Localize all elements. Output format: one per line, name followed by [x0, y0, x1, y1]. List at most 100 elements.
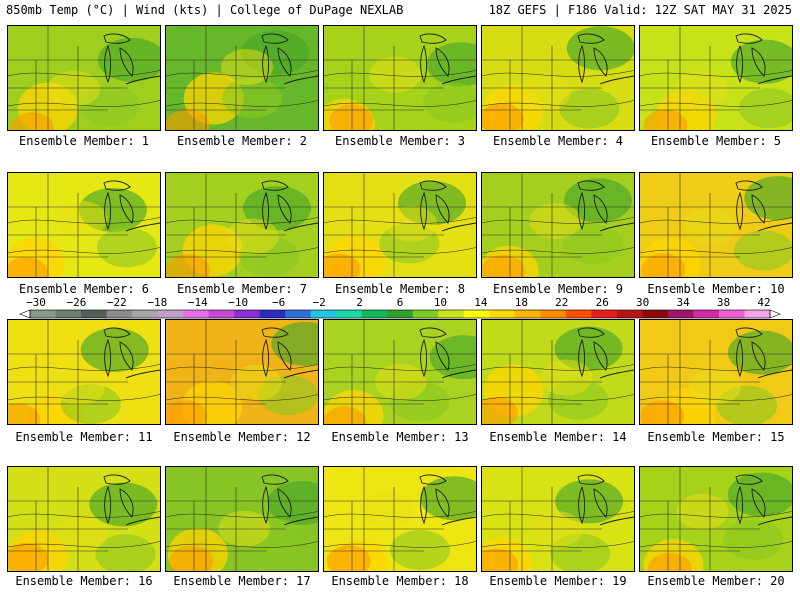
colorbar-swatch: [565, 310, 592, 318]
ensemble-member-label: Ensemble Member: 20: [647, 574, 785, 588]
colorbar-tick-label: 6: [396, 296, 404, 309]
colorbar-high-arrow: [769, 309, 781, 319]
colorbar-tick-label: 42: [757, 296, 771, 309]
colorbar-swatch: [30, 310, 57, 318]
colorbar-swatch: [489, 310, 516, 318]
colorbar-tick-label: 18: [514, 296, 528, 309]
colorbar-swatch: [183, 310, 210, 318]
ensemble-member-label: Ensemble Member: 15: [647, 430, 785, 444]
colorbar-swatch: [132, 310, 159, 318]
temperature-field: [640, 467, 792, 571]
ensemble-member-label: Ensemble Member: 8: [334, 282, 466, 296]
temperature-field: [482, 467, 634, 571]
ensemble-member-label: Ensemble Member: 10: [647, 282, 785, 296]
ensemble-map-17: [165, 466, 319, 572]
colorbar-tick-label: 30: [636, 296, 650, 309]
ensemble-member-label: Ensemble Member: 6: [18, 282, 150, 296]
ensemble-member-label: Ensemble Member: 18: [331, 574, 469, 588]
ensemble-member-label: Ensemble Member: 19: [489, 574, 627, 588]
ensemble-member-label: Ensemble Member: 5: [650, 134, 782, 148]
ensemble-map-15: [639, 319, 793, 425]
temperature-field: [482, 173, 634, 277]
colorbar-tick-label: −10: [228, 296, 249, 309]
temperature-field: [324, 26, 476, 130]
colorbar-swatch: [438, 310, 465, 318]
ensemble-member-label: Ensemble Member: 4: [492, 134, 624, 148]
colorbar-swatch: [540, 310, 567, 318]
ensemble-map-10: [639, 172, 793, 278]
colorbar-swatch: [718, 310, 745, 318]
colorbar-tick-label: −14: [187, 296, 208, 309]
ensemble-member-label: Ensemble Member: 16: [15, 574, 153, 588]
colorbar-tick-label: 22: [555, 296, 569, 309]
colorbar-swatch: [81, 310, 108, 318]
temperature-field: [640, 26, 792, 130]
ensemble-map-20: [639, 466, 793, 572]
colorbar-swatch: [667, 310, 694, 318]
ensemble-map-6: [7, 172, 161, 278]
ensemble-map-12: [165, 319, 319, 425]
colorbar-swatch: [591, 310, 618, 318]
ensemble-map-1: [7, 25, 161, 131]
ensemble-member-label: Ensemble Member: 11: [15, 430, 153, 444]
colorbar-tick-label: 14: [474, 296, 488, 309]
ensemble-map-13: [323, 319, 477, 425]
temperature-field: [324, 173, 476, 277]
colorbar-swatch: [387, 310, 414, 318]
colorbar-swatch: [642, 310, 669, 318]
colorbar-tick-label: −6: [272, 296, 286, 309]
temperature-colorbar: [19, 309, 781, 319]
temperature-field: [482, 320, 634, 424]
colorbar-tick-label: 26: [595, 296, 609, 309]
colorbar-swatch: [157, 310, 184, 318]
ensemble-map-2: [165, 25, 319, 131]
colorbar-tick-label: 34: [676, 296, 690, 309]
ensemble-member-label: Ensemble Member: 17: [173, 574, 311, 588]
temperature-field: [166, 26, 318, 130]
colorbar-swatch: [463, 310, 490, 318]
colorbar-tick-label: −30: [26, 296, 46, 309]
colorbar-tick-label: −22: [106, 296, 127, 309]
ensemble-member-label: Ensemble Member: 13: [331, 430, 469, 444]
ensemble-map-3: [323, 25, 477, 131]
colorbar-tick-label: −2: [312, 296, 326, 309]
ensemble-member-label: Ensemble Member: 7: [176, 282, 308, 296]
colorbar-tick-label: 10: [433, 296, 448, 309]
colorbar-tick-label: 38: [716, 296, 731, 309]
temperature-field: [166, 173, 318, 277]
colorbar-tick-label: 2: [356, 296, 363, 309]
model-run-info: 18Z GEFS | F186 Valid: 12Z SAT MAY 31 20…: [488, 3, 792, 17]
temperature-field: [8, 467, 160, 571]
temperature-field: [8, 26, 160, 130]
ensemble-map-5: [639, 25, 793, 131]
ensemble-map-8: [323, 172, 477, 278]
ensemble-map-4: [481, 25, 635, 131]
colorbar-tick-label: −26: [66, 296, 87, 309]
colorbar-swatch: [234, 310, 261, 318]
ensemble-map-7: [165, 172, 319, 278]
temperature-field: [166, 320, 318, 424]
temperature-field: [640, 320, 792, 424]
map-title: 850mb Temp (°C) | Wind (kts) | College o…: [6, 3, 404, 17]
temperature-field: [640, 173, 792, 277]
ensemble-member-label: Ensemble Member: 14: [489, 430, 627, 444]
temperature-field: [482, 26, 634, 130]
colorbar-swatch: [361, 310, 388, 318]
ensemble-map-19: [481, 466, 635, 572]
ensemble-member-label: Ensemble Member: 2: [176, 134, 308, 148]
ensemble-map-11: [7, 319, 161, 425]
colorbar-swatch: [208, 310, 235, 318]
colorbar-swatch: [106, 310, 133, 318]
temperature-field: [166, 467, 318, 571]
temperature-field: [324, 467, 476, 571]
temperature-field: [8, 320, 160, 424]
colorbar-low-arrow: [19, 309, 31, 319]
ensemble-member-label: Ensemble Member: 9: [492, 282, 624, 296]
ensemble-map-16: [7, 466, 161, 572]
ensemble-member-label: Ensemble Member: 3: [334, 134, 466, 148]
colorbar-swatch: [285, 310, 312, 318]
colorbar-swatch: [259, 310, 286, 318]
colorbar-swatch: [744, 310, 771, 318]
colorbar-swatch: [310, 310, 337, 318]
colorbar-swatch: [412, 310, 439, 318]
